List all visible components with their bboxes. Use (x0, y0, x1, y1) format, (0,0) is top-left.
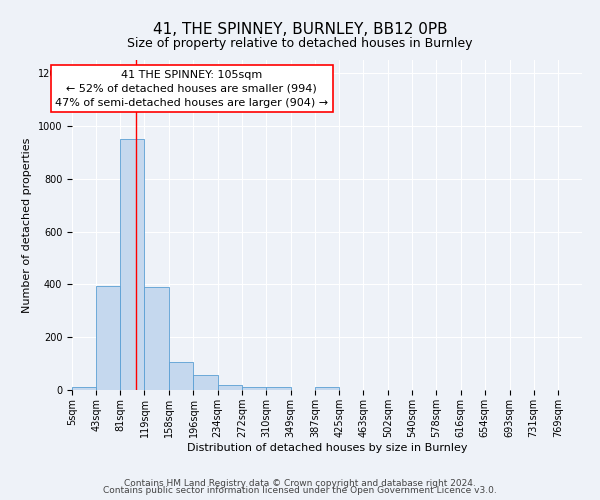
Text: 41, THE SPINNEY, BURNLEY, BB12 0PB: 41, THE SPINNEY, BURNLEY, BB12 0PB (152, 22, 448, 38)
Bar (169, 362, 193, 390)
Bar (242, 388, 266, 390)
Y-axis label: Number of detached properties: Number of detached properties (22, 138, 32, 312)
Text: Contains public sector information licensed under the Open Government Licence v3: Contains public sector information licen… (103, 486, 497, 495)
Bar (218, 384, 242, 390)
X-axis label: Distribution of detached houses by size in Burnley: Distribution of detached houses by size … (187, 442, 467, 452)
Text: Contains HM Land Registry data © Crown copyright and database right 2024.: Contains HM Land Registry data © Crown c… (124, 478, 476, 488)
Text: 41 THE SPINNEY: 105sqm
← 52% of detached houses are smaller (994)
47% of semi-de: 41 THE SPINNEY: 105sqm ← 52% of detached… (55, 70, 328, 108)
Bar (96, 286, 121, 390)
Text: Size of property relative to detached houses in Burnley: Size of property relative to detached ho… (127, 38, 473, 51)
Bar (266, 388, 291, 390)
Bar (145, 287, 169, 390)
Bar (193, 376, 218, 390)
Bar (72, 388, 96, 390)
Bar (315, 388, 339, 390)
Bar (121, 139, 145, 390)
